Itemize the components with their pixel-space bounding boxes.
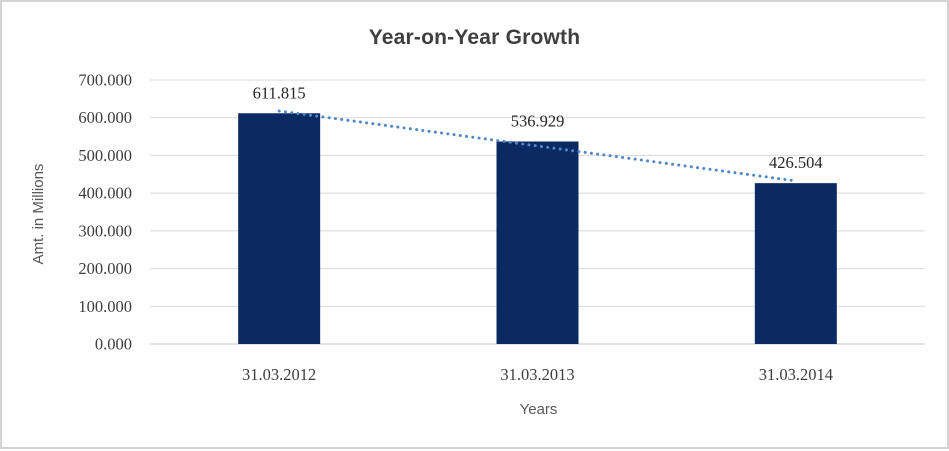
y-tick-label: 100.000 bbox=[78, 297, 132, 316]
y-tick-label: 500.000 bbox=[78, 146, 132, 165]
y-tick-label: 400.000 bbox=[78, 184, 132, 203]
x-category-label: 31.03.2014 bbox=[759, 365, 833, 384]
y-tick-label: 700.000 bbox=[78, 71, 132, 90]
bar bbox=[754, 183, 837, 344]
data-label: 426.504 bbox=[769, 153, 823, 172]
data-label: 611.815 bbox=[253, 83, 306, 102]
y-tick-label: 600.000 bbox=[78, 108, 132, 127]
chart-title: Year-on-Year Growth bbox=[368, 26, 581, 49]
y-tick-label: 0.000 bbox=[95, 335, 132, 354]
x-category-label: 31.03.2012 bbox=[242, 365, 316, 384]
bar bbox=[238, 113, 321, 344]
y-tick-label: 200.000 bbox=[78, 259, 132, 278]
bar bbox=[496, 141, 579, 344]
x-axis-title: Years bbox=[519, 401, 558, 418]
trendline bbox=[277, 109, 798, 183]
x-category-label: 31.03.2013 bbox=[500, 365, 574, 384]
y-tick-label: 300.000 bbox=[78, 221, 132, 240]
data-label: 536.929 bbox=[511, 112, 565, 131]
